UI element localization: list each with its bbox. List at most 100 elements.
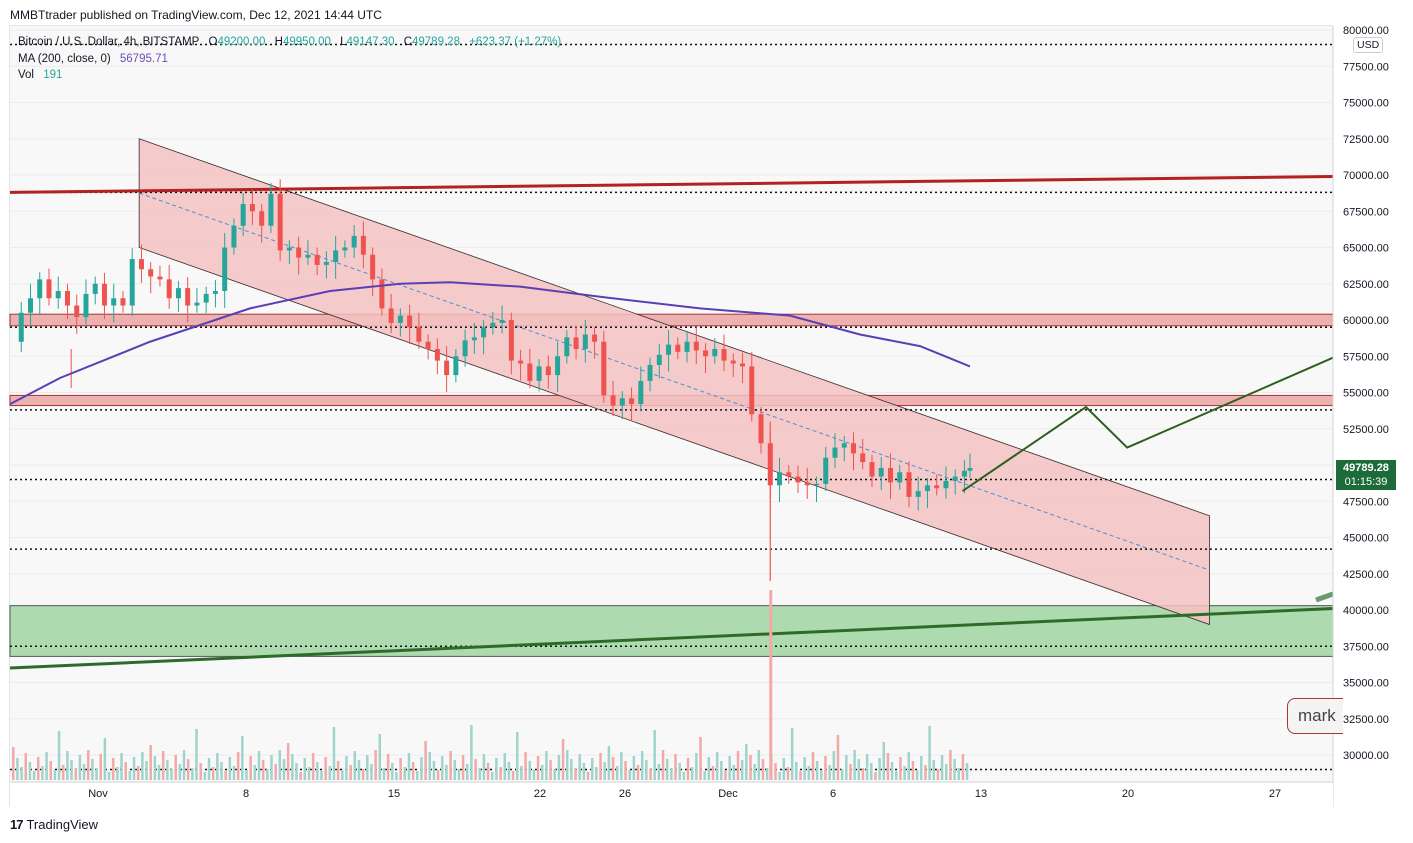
candle-body	[259, 211, 265, 226]
x-tick-label: Dec	[718, 788, 738, 800]
volume-bar	[540, 765, 544, 780]
candle-body	[333, 250, 339, 262]
candle-body	[841, 443, 847, 448]
legend-l-label: L	[340, 36, 347, 48]
legend-vol-value: 191	[43, 69, 63, 81]
volume-bar	[12, 747, 15, 780]
mark-tag[interactable]: mark	[1287, 698, 1343, 734]
volume-bar	[595, 767, 598, 780]
candle-body	[499, 320, 505, 323]
x-tick-label: 15	[388, 788, 400, 800]
candle-body	[351, 235, 357, 248]
chart-frame[interactable]	[9, 25, 1334, 807]
volume-bar	[645, 760, 648, 780]
currency-badge[interactable]: USD	[1353, 37, 1384, 53]
candle-body	[249, 204, 255, 212]
candle-body	[64, 291, 70, 306]
volume-bar	[936, 769, 940, 780]
candle-body	[564, 337, 570, 357]
volume-bar	[899, 757, 902, 780]
y-tick-label: 30000.00	[1343, 750, 1389, 762]
volume-bar	[41, 766, 44, 780]
legend-o-label: O	[208, 36, 218, 48]
volume-bar	[711, 766, 715, 780]
projection-stub	[1315, 591, 1334, 603]
volume-bar	[349, 765, 352, 780]
volume-bar	[353, 751, 357, 780]
candle-body	[555, 356, 561, 376]
volume-bar	[553, 769, 556, 780]
volume-bar	[457, 769, 461, 780]
candle-body	[906, 472, 912, 497]
candle-body	[869, 462, 875, 477]
volume-bar	[261, 760, 265, 780]
volume-bar	[815, 761, 819, 780]
volume-bar	[224, 771, 227, 780]
candle-body	[878, 467, 884, 477]
legend-low: 49147.30	[346, 36, 395, 48]
y-tick-label: 57500.00	[1343, 351, 1389, 363]
volume-bar	[782, 758, 786, 780]
volume-bar	[732, 765, 736, 780]
candle-body	[915, 491, 921, 497]
volume-bar	[853, 750, 856, 780]
footer-brand-text: TradingView	[26, 817, 99, 832]
volume-bar	[311, 753, 315, 780]
volume-bar	[799, 771, 802, 780]
volume-bar	[624, 761, 627, 780]
volume-bar	[216, 753, 219, 780]
candle-body	[231, 225, 237, 248]
volume-bar	[561, 739, 565, 780]
volume-bar	[211, 767, 215, 780]
candle-body	[277, 193, 283, 251]
volume-bar	[640, 751, 644, 780]
volume-bar	[445, 765, 448, 780]
volume-bar	[678, 763, 681, 780]
volume-bar	[116, 767, 119, 780]
volume-bar	[649, 769, 652, 780]
legend-vol-label: Vol	[18, 69, 34, 81]
volume-bar	[778, 772, 781, 780]
volume-bar	[207, 758, 211, 780]
volume-bar	[70, 760, 73, 780]
volume-bar	[474, 759, 477, 780]
volume-bar	[61, 765, 65, 780]
candle-body	[18, 312, 24, 342]
volume-bar	[611, 757, 615, 780]
volume-bar	[695, 753, 698, 780]
y-tick-label: 37500.00	[1343, 641, 1389, 653]
volume-bar	[570, 759, 573, 780]
candle-body	[573, 337, 579, 349]
volume-bar	[170, 769, 173, 780]
volume-bar	[607, 746, 611, 780]
candle-body	[111, 298, 117, 306]
volume-bar	[461, 755, 465, 780]
x-tick-label: 22	[534, 788, 546, 800]
y-tick-label: 62500.00	[1343, 279, 1389, 291]
volume-bar	[436, 770, 440, 780]
candle-body	[416, 327, 422, 342]
volume-bar	[286, 743, 290, 780]
volume-bar	[53, 770, 57, 780]
volume-bar	[241, 736, 244, 780]
candle-body	[490, 322, 496, 328]
volume-bar	[882, 742, 886, 780]
volume-bar	[424, 741, 427, 780]
volume-bar	[99, 754, 102, 780]
volume-bar	[132, 757, 136, 780]
volume-bar	[307, 767, 311, 780]
legend-symbol: Bitcoin / U.S. Dollar, 4h, BITSTAMP	[18, 36, 200, 48]
volume-bar	[478, 768, 482, 780]
volume-bar	[749, 755, 752, 780]
x-tick-label: Nov	[88, 788, 108, 800]
volume-bar	[186, 759, 190, 780]
volume-bar	[366, 755, 369, 780]
candle-body	[37, 279, 43, 299]
volume-bar	[274, 764, 277, 780]
candle-body	[518, 360, 524, 364]
volume-bar	[824, 756, 827, 780]
volume-bar	[953, 759, 956, 780]
y-tick-label: 72500.00	[1343, 134, 1389, 146]
volume-bar	[86, 750, 90, 780]
